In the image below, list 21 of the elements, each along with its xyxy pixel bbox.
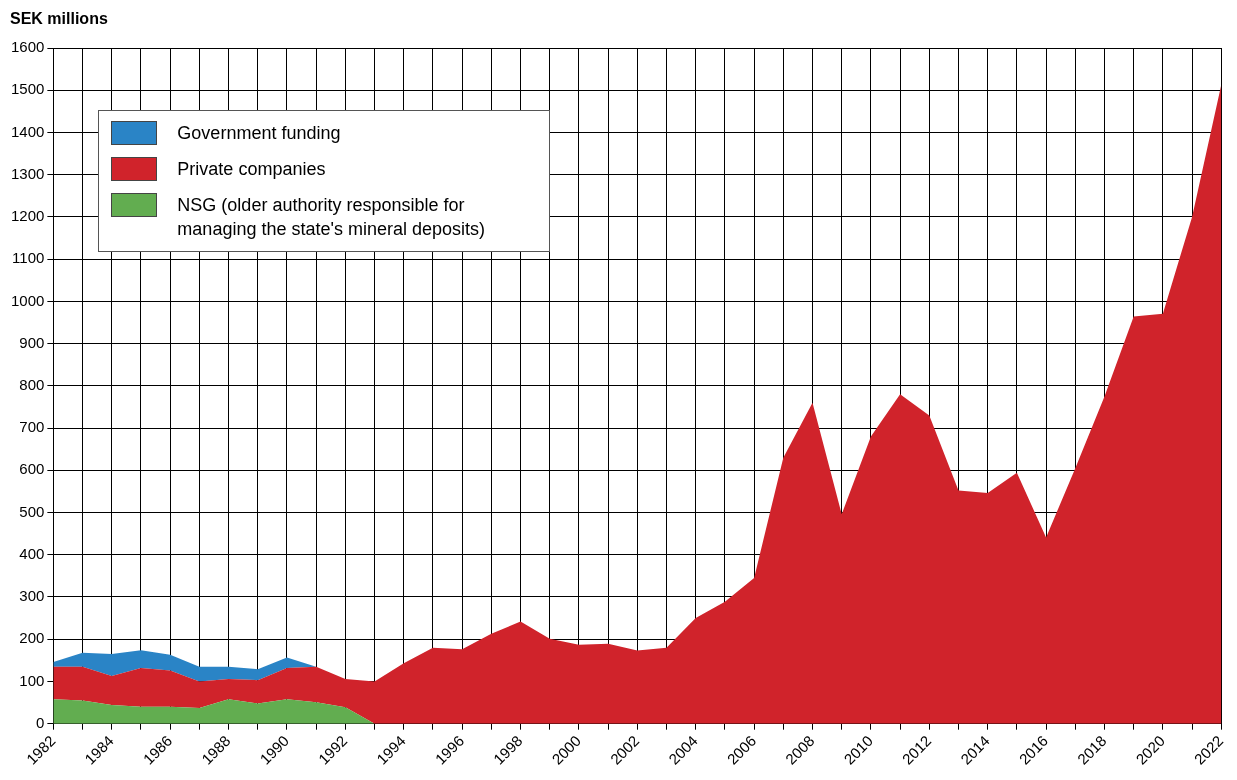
legend-label: NSG (older authority responsible for managing the state's mineral deposits) xyxy=(177,194,486,241)
y-tick-label: 1600 xyxy=(10,38,45,56)
y-tick-label: 700 xyxy=(19,418,45,436)
y-tick-label: 1200 xyxy=(10,207,45,225)
legend-label: Private companies xyxy=(177,158,326,181)
y-tick-label: 800 xyxy=(19,375,45,393)
y-tick-label: 1000 xyxy=(10,291,45,309)
y-tick-label: 400 xyxy=(19,544,45,562)
y-tick-label: 1100 xyxy=(12,249,45,267)
y-tick-label: 0 xyxy=(36,713,45,731)
y-axis-title: SEK millions xyxy=(10,10,108,28)
y-tick-label: 500 xyxy=(19,502,45,520)
y-tick-label: 900 xyxy=(19,333,45,351)
y-tick-label: 1400 xyxy=(10,122,45,140)
legend-label: Government funding xyxy=(177,122,341,145)
y-tick-label: 600 xyxy=(19,460,45,478)
y-tick-label: 1500 xyxy=(10,80,45,98)
y-tick-label: 300 xyxy=(19,587,45,605)
y-tick-label: 1300 xyxy=(10,164,45,182)
y-tick-label: 200 xyxy=(19,629,45,647)
y-tick-label: 100 xyxy=(19,671,45,689)
